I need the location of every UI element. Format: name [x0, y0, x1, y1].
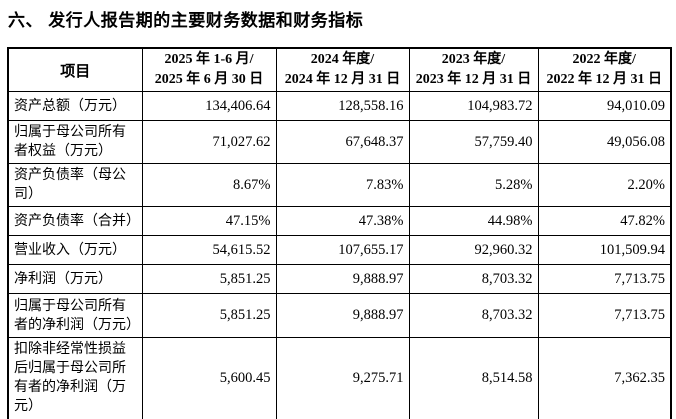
row-value: 9,888.97	[275, 293, 410, 338]
table-header-row: 项目 2025 年 1-6 月/ 2025 年 6 月 30 日 2024 年度…	[7, 47, 672, 92]
row-value: 101,509.94	[537, 235, 672, 265]
row-value: 5.28%	[408, 163, 539, 207]
column-header-2024: 2024 年度/ 2024 年 12 月 31 日	[275, 47, 410, 92]
row-value: 8.67%	[141, 163, 277, 207]
row-label: 营业收入（万元）	[7, 235, 143, 265]
table-row-total-assets: 资产总额（万元） 134,406.64 128,558.16 104,983.7…	[7, 91, 672, 121]
row-value: 8,703.32	[408, 293, 539, 338]
row-value: 47.82%	[537, 206, 672, 236]
table-row-debt-ratio-consolidated: 资产负债率（合并） 47.15% 47.38% 44.98% 47.82%	[7, 206, 672, 236]
row-value: 71,027.62	[141, 120, 277, 164]
row-value: 47.15%	[141, 206, 277, 236]
row-value: 8,703.32	[408, 264, 539, 294]
table-row-net-profit-parent: 归属于母公司所有 者的净利润（万元） 5,851.25 9,888.97 8,7…	[7, 293, 672, 338]
table-row-debt-ratio-parent: 资产负债率（母公 司） 8.67% 7.83% 5.28% 2.20%	[7, 163, 672, 207]
column-header-2025: 2025 年 1-6 月/ 2025 年 6 月 30 日	[141, 47, 277, 92]
row-value: 44.98%	[408, 206, 539, 236]
row-value: 5,600.45	[141, 337, 277, 419]
row-value: 104,983.72	[408, 91, 539, 121]
row-label: 扣除非经常性损益 后归属于母公司所 有者的净利润（万 元）	[7, 337, 143, 419]
row-label: 净利润（万元）	[7, 264, 143, 294]
row-value: 54,615.52	[141, 235, 277, 265]
row-value: 7,713.75	[537, 293, 672, 338]
section-title: 六、 发行人报告期的主要财务数据和财务指标	[8, 11, 364, 30]
row-value: 2.20%	[537, 163, 672, 207]
row-label: 资产负债率（母公 司）	[7, 163, 143, 207]
column-header-2023: 2023 年度/ 2023 年 12 月 31 日	[408, 47, 539, 92]
row-value: 5,851.25	[141, 293, 277, 338]
row-value: 7.83%	[275, 163, 410, 207]
table-row-parent-equity: 归属于母公司所有 者权益（万元） 71,027.62 67,648.37 57,…	[7, 120, 672, 164]
row-label: 资产总额（万元）	[7, 91, 143, 121]
row-value: 128,558.16	[275, 91, 410, 121]
row-value: 7,713.75	[537, 264, 672, 294]
row-value: 134,406.64	[141, 91, 277, 121]
table-row-net-profit-excl-nonrecurring: 扣除非经常性损益 后归属于母公司所 有者的净利润（万 元） 5,600.45 9…	[7, 337, 672, 419]
row-value: 107,655.17	[275, 235, 410, 265]
row-label: 资产负债率（合并）	[7, 206, 143, 236]
row-value: 92,960.32	[408, 235, 539, 265]
row-value: 9,275.71	[275, 337, 410, 419]
column-header-2022: 2022 年度/ 2022 年 12 月 31 日	[537, 47, 672, 92]
table-row-net-profit: 净利润（万元） 5,851.25 9,888.97 8,703.32 7,713…	[7, 264, 672, 294]
row-label: 归属于母公司所有 者权益（万元）	[7, 120, 143, 164]
row-value: 67,648.37	[275, 120, 410, 164]
table-row-operating-revenue: 营业收入（万元） 54,615.52 107,655.17 92,960.32 …	[7, 235, 672, 265]
row-value: 5,851.25	[141, 264, 277, 294]
row-value: 7,362.35	[537, 337, 672, 419]
row-value: 57,759.40	[408, 120, 539, 164]
row-label: 归属于母公司所有 者的净利润（万元）	[7, 293, 143, 338]
row-value: 94,010.09	[537, 91, 672, 121]
row-value: 47.38%	[275, 206, 410, 236]
row-value: 9,888.97	[275, 264, 410, 294]
row-value: 8,514.58	[408, 337, 539, 419]
row-value: 49,056.08	[537, 120, 672, 164]
column-header-item: 项目	[7, 47, 143, 92]
financial-data-table: 项目 2025 年 1-6 月/ 2025 年 6 月 30 日 2024 年度…	[7, 47, 672, 419]
